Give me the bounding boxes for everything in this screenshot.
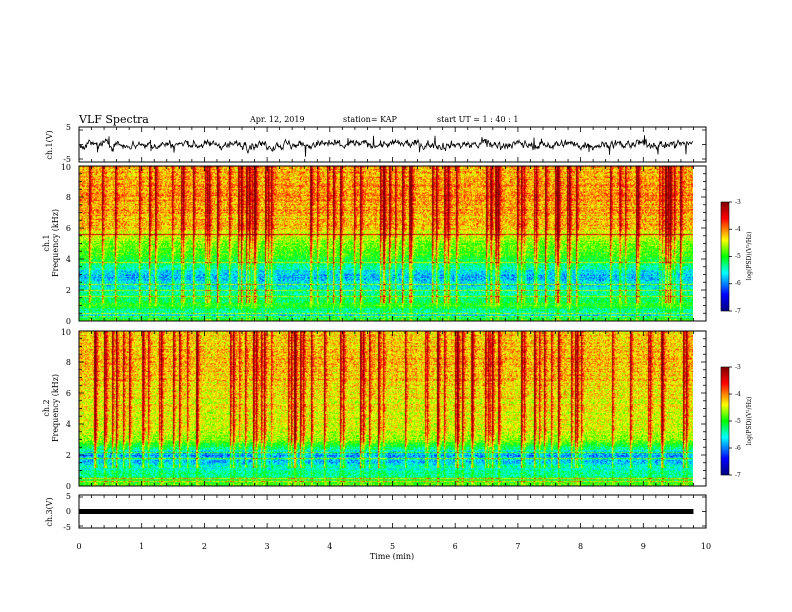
ch2-spec-ylabel-channel: ch.2 bbox=[42, 399, 51, 416]
xtick-label: 8 bbox=[578, 542, 583, 551]
start-time-label: start UT = 1 : 40 : 1 bbox=[437, 115, 518, 124]
xtick-label: 6 bbox=[453, 542, 458, 551]
ch1-spec-ylabel-frequency: Frequency (kHz) bbox=[51, 209, 60, 277]
ch3-ytick-top: 5 bbox=[66, 492, 71, 501]
xtick-label: 3 bbox=[265, 542, 270, 551]
ch1-ytick: 6 bbox=[66, 224, 71, 233]
ch1-waveform-frame bbox=[78, 126, 707, 163]
ch1-cbar-tick: -5 bbox=[735, 253, 741, 260]
xtick-label: 4 bbox=[327, 542, 332, 551]
ch2-spec-ylabel-frequency: Frequency (kHz) bbox=[51, 374, 60, 442]
ch2-ytick: 4 bbox=[66, 420, 71, 429]
ch1-spec-ylabel-channel: ch.1 bbox=[42, 234, 51, 251]
ch2-cbar-tick: -6 bbox=[735, 445, 741, 452]
ch2-spectrogram-image bbox=[79, 331, 693, 486]
ch1-ytick: 0 bbox=[66, 317, 71, 326]
time-axis-labels: 0 1 2 3 4 5 6 7 8 9 10 bbox=[76, 542, 711, 551]
xtick-label: 7 bbox=[515, 542, 520, 551]
ch2-cbar-tick: -4 bbox=[735, 391, 741, 398]
ch1-colorbar: -3 -4 -5 -6 -7 log(PSD)(V²/Hz) bbox=[720, 199, 753, 315]
xtick-label: 2 bbox=[202, 542, 207, 551]
ch3-ytick-bottom: -5 bbox=[63, 523, 71, 532]
ch1-cbar-tick: -7 bbox=[735, 308, 741, 315]
ch1-ytick: 2 bbox=[66, 286, 71, 295]
ch1-ytick-top: 5 bbox=[66, 123, 71, 132]
ch1-colorbar-scale bbox=[720, 201, 730, 312]
ch1-colorbar-label: log(PSD)(V²/Hz) bbox=[746, 232, 753, 281]
ch3-ytick-mid: 0 bbox=[66, 507, 71, 516]
ch1-waveform-trace bbox=[79, 135, 694, 157]
ch2-ytick: 6 bbox=[66, 389, 71, 398]
station-label: station= KAP bbox=[343, 115, 398, 124]
xtick-label: 0 bbox=[76, 542, 81, 551]
ch1-ytick: 4 bbox=[66, 255, 71, 264]
time-axis-title: Time (min) bbox=[370, 552, 414, 561]
figure-title: VLF Spectra bbox=[78, 113, 149, 126]
ch1-cbar-tick: -4 bbox=[735, 226, 741, 233]
ch2-cbar-tick: -7 bbox=[735, 472, 741, 479]
ch2-colorbar: -3 -4 -5 -6 -7 log(PSD)(V²/Hz) bbox=[720, 364, 753, 479]
ch1-waveform-ylabel: ch.1(V) bbox=[45, 130, 54, 159]
ch1-ytick: 8 bbox=[66, 193, 71, 202]
ch1-cbar-tick: -6 bbox=[735, 280, 741, 287]
ch1-ytick: 10 bbox=[61, 163, 71, 172]
date-label: Apr. 12, 2019 bbox=[249, 115, 305, 124]
xtick-label: 5 bbox=[390, 542, 395, 551]
ch2-ytick: 0 bbox=[66, 482, 71, 491]
ch2-cbar-tick: -5 bbox=[735, 418, 741, 425]
ch1-ytick-bottom: -5 bbox=[63, 155, 71, 164]
ch2-cbar-tick: -3 bbox=[735, 364, 741, 371]
xtick-label: 1 bbox=[139, 542, 144, 551]
ch2-ytick: 8 bbox=[66, 358, 71, 367]
xtick-label: 9 bbox=[641, 542, 646, 551]
ch1-cbar-tick: -3 bbox=[735, 199, 741, 206]
ch2-colorbar-scale bbox=[720, 366, 730, 476]
ch2-spec-yticks: 0 2 4 6 8 10 bbox=[61, 328, 71, 491]
ch2-ytick: 10 bbox=[61, 328, 71, 337]
ch1-spectrogram-image bbox=[79, 166, 693, 321]
ch1-spec-yticks: 0 2 4 6 8 10 bbox=[61, 163, 71, 326]
ch3-waveform-ylabel: ch.3(V) bbox=[45, 497, 54, 526]
axis-ticks bbox=[78, 127, 732, 528]
xtick-label: 10 bbox=[701, 542, 711, 551]
ch2-ytick: 2 bbox=[66, 451, 71, 460]
ch2-colorbar-label: log(PSD)(V²/Hz) bbox=[746, 397, 753, 446]
